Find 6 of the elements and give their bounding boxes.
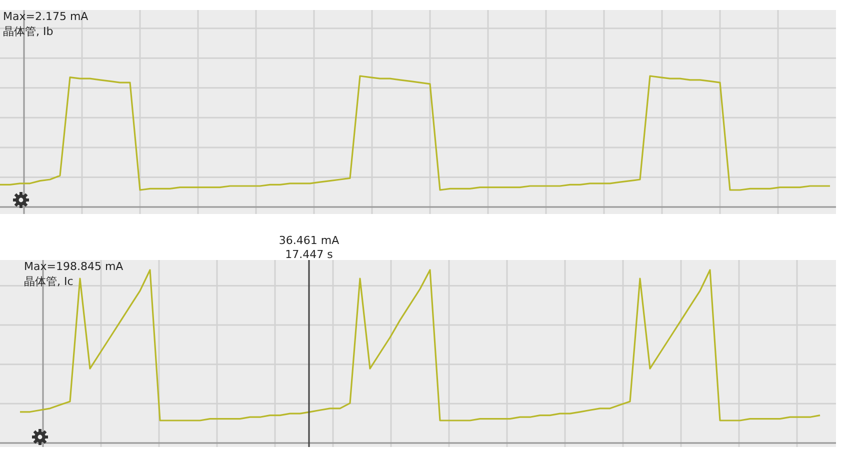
text: 36.461 mA (278, 234, 340, 247)
text: 晶体管, Ib (3, 25, 54, 38)
text: 17.447 s (285, 248, 334, 261)
text: Max=2.175 mA (3, 10, 89, 23)
annotation: 晶体管, Ic (24, 275, 74, 288)
annotation: Max=198.845 mA (24, 260, 124, 273)
